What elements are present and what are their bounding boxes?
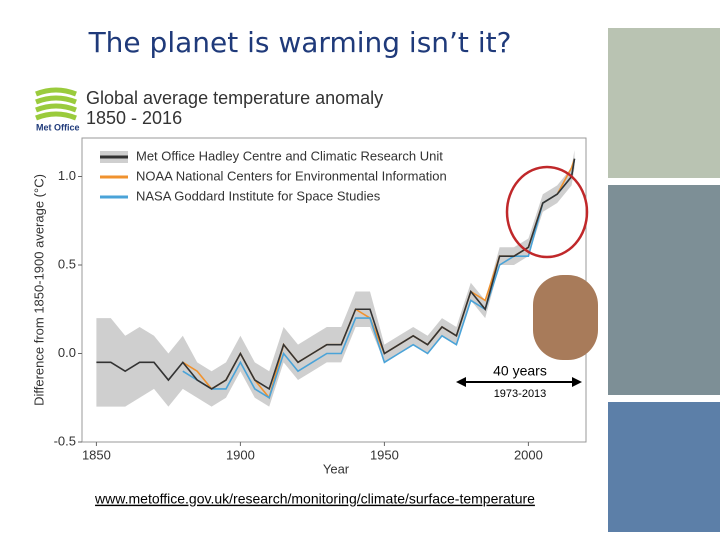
legend-label: NASA Goddard Institute for Space Studies	[136, 188, 381, 203]
source-link[interactable]: www.metoffice.gov.uk/research/monitoring…	[94, 491, 535, 507]
logo	[35, 87, 77, 121]
y-tick-label: 1.0	[58, 168, 76, 183]
annotation: 1973-2013	[494, 388, 547, 400]
double-arrow	[456, 377, 582, 387]
y-tick-label: -0.5	[54, 433, 76, 448]
x-tick-label: 1900	[226, 447, 255, 462]
highlight-circle	[505, 165, 589, 259]
annotation: 40 years	[493, 363, 547, 379]
photo-weather-station	[608, 28, 720, 178]
slide-title: The planet is warming isn’t it?	[88, 26, 512, 59]
y-axis-label: Difference from 1850-1900 average (°C)	[31, 174, 46, 406]
series-line	[182, 158, 576, 399]
chart-subtitle: 1850 - 2016	[86, 108, 182, 128]
y-tick-label: 0.5	[58, 256, 76, 271]
legend-label: Met Office Hadley Centre and Climatic Re…	[136, 148, 443, 163]
plot: -0.5 0.0 0.5 1.0 1850 1900 1950 2000 Met Office …	[54, 137, 587, 462]
x-tick-label: 1950	[370, 447, 399, 462]
chart-title: Global average temperature anomaly	[86, 88, 383, 108]
x-tick-label: 1850	[82, 447, 111, 462]
logo-text: Met Office	[36, 122, 80, 132]
photo-buoy	[608, 402, 720, 532]
legend-label: NOAA National Centers for Environmental …	[136, 168, 447, 183]
child-photo	[533, 275, 598, 360]
y-tick-label: 0.0	[58, 345, 76, 360]
x-axis-label: Year	[323, 461, 350, 476]
x-tick-label: 2000	[514, 447, 543, 462]
uncertainty-band	[96, 149, 575, 407]
series-line	[96, 158, 576, 391]
photo-ocean-sampling	[608, 185, 720, 395]
